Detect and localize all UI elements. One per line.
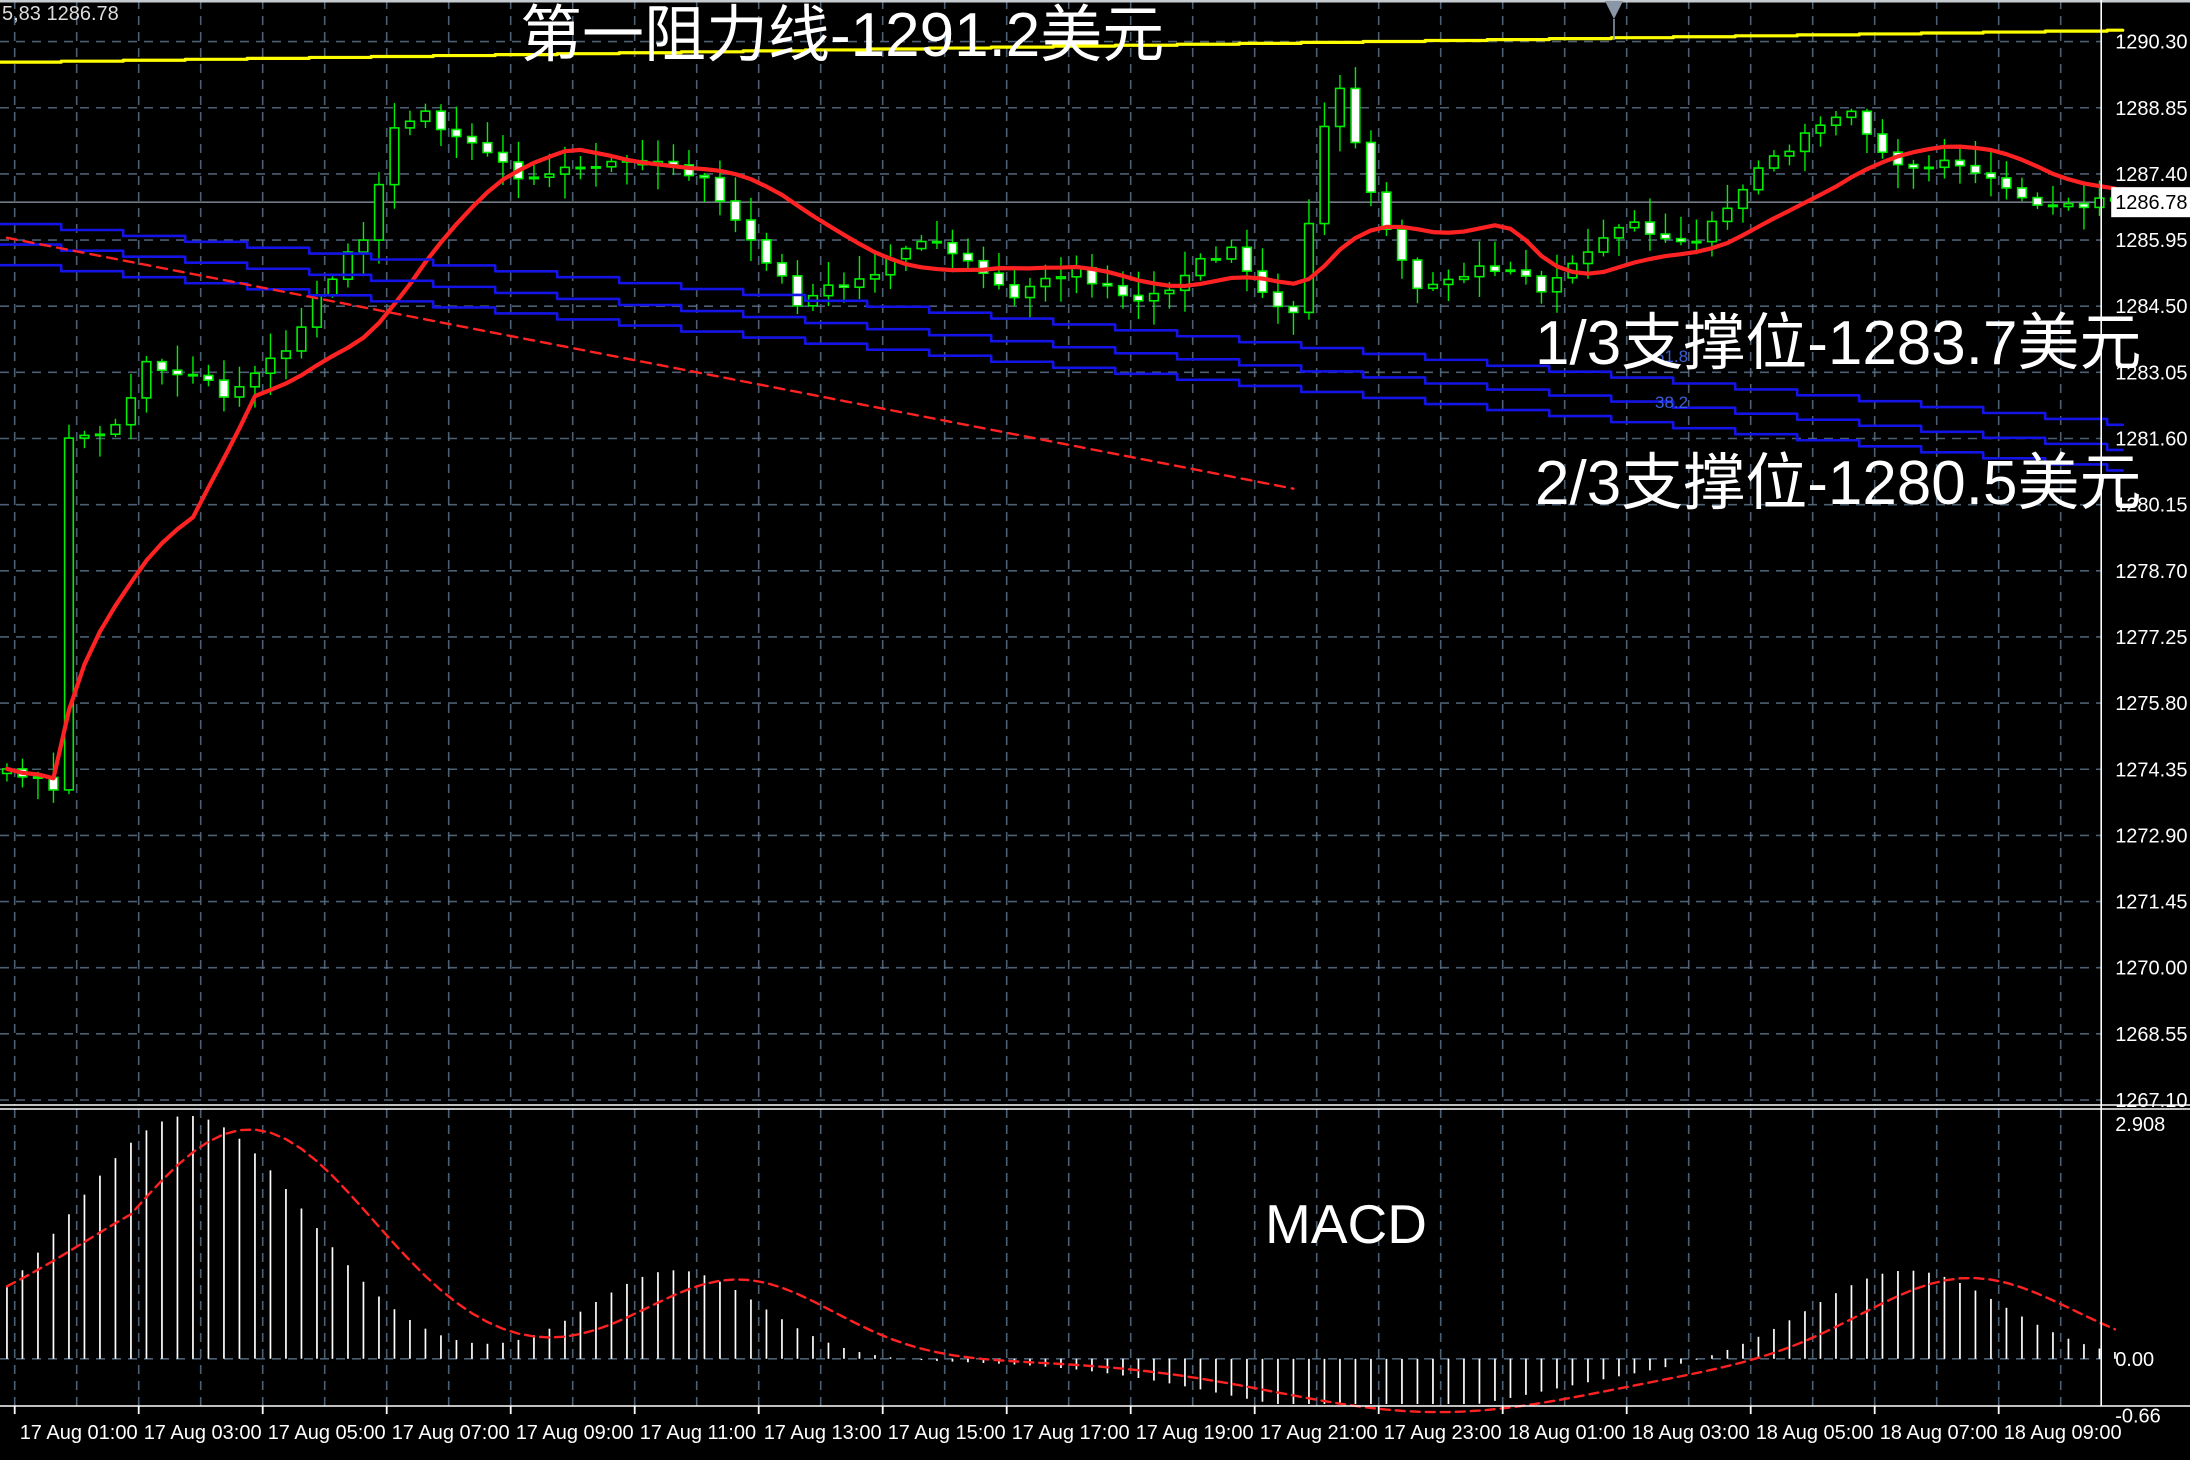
svg-text:1271.45: 1271.45	[2115, 892, 2187, 914]
svg-text:17 Aug 17:00: 17 Aug 17:00	[1012, 1422, 1130, 1444]
svg-text:1277.25: 1277.25	[2115, 627, 2187, 649]
svg-text:1275.80: 1275.80	[2115, 693, 2187, 715]
svg-text:17 Aug 19:00: 17 Aug 19:00	[1136, 1422, 1254, 1444]
svg-text:1270.00: 1270.00	[2115, 958, 2187, 980]
svg-text:1278.70: 1278.70	[2115, 561, 2187, 583]
svg-text:17 Aug 21:00: 17 Aug 21:00	[1260, 1422, 1378, 1444]
svg-text:1272.90: 1272.90	[2115, 825, 2187, 847]
svg-text:18 Aug 07:00: 18 Aug 07:00	[1880, 1422, 1998, 1444]
svg-text:1290.30: 1290.30	[2115, 32, 2187, 54]
svg-text:1288.85: 1288.85	[2115, 98, 2187, 120]
svg-text:38.2: 38.2	[1655, 393, 1688, 412]
svg-text:17 Aug 03:00: 17 Aug 03:00	[144, 1422, 262, 1444]
svg-text:第一阻力线-1291.2美元: 第一阻力线-1291.2美元	[520, 1, 1164, 70]
svg-text:1274.35: 1274.35	[2115, 759, 2187, 781]
svg-text:1281.60: 1281.60	[2115, 429, 2187, 451]
svg-text:17 Aug 15:00: 17 Aug 15:00	[888, 1422, 1006, 1444]
svg-text:17 Aug 13:00: 17 Aug 13:00	[764, 1422, 882, 1444]
svg-text:2/3支撑位-1280.5美元: 2/3支撑位-1280.5美元	[1535, 449, 2141, 518]
svg-text:17 Aug 11:00: 17 Aug 11:00	[640, 1422, 756, 1444]
svg-text:17 Aug 23:00: 17 Aug 23:00	[1384, 1422, 1502, 1444]
svg-text:1286.78: 1286.78	[2115, 192, 2187, 214]
svg-text:-0.66: -0.66	[2115, 1405, 2161, 1427]
svg-text:1/3支撑位-1283.7美元: 1/3支撑位-1283.7美元	[1535, 309, 2141, 378]
svg-text:17 Aug 01:00: 17 Aug 01:00	[20, 1422, 138, 1444]
svg-text:18 Aug 05:00: 18 Aug 05:00	[1756, 1422, 1874, 1444]
svg-text:18 Aug 03:00: 18 Aug 03:00	[1632, 1422, 1750, 1444]
svg-text:17 Aug 09:00: 17 Aug 09:00	[516, 1422, 634, 1444]
svg-text:0.00: 0.00	[2115, 1349, 2154, 1371]
svg-text:1287.40: 1287.40	[2115, 164, 2187, 186]
svg-text:1267.10: 1267.10	[2115, 1090, 2187, 1112]
svg-text:18 Aug 01:00: 18 Aug 01:00	[1508, 1422, 1626, 1444]
svg-text:18 Aug 09:00: 18 Aug 09:00	[2004, 1422, 2122, 1444]
svg-text:17 Aug 05:00: 17 Aug 05:00	[268, 1422, 386, 1444]
svg-text:1268.55: 1268.55	[2115, 1024, 2187, 1046]
svg-text:5,83 1286.78: 5,83 1286.78	[2, 3, 119, 25]
svg-text:1285.95: 1285.95	[2115, 230, 2187, 252]
svg-text:2.908: 2.908	[2115, 1114, 2165, 1136]
svg-text:MACD: MACD	[1265, 1193, 1427, 1255]
svg-text:17 Aug 07:00: 17 Aug 07:00	[392, 1422, 510, 1444]
